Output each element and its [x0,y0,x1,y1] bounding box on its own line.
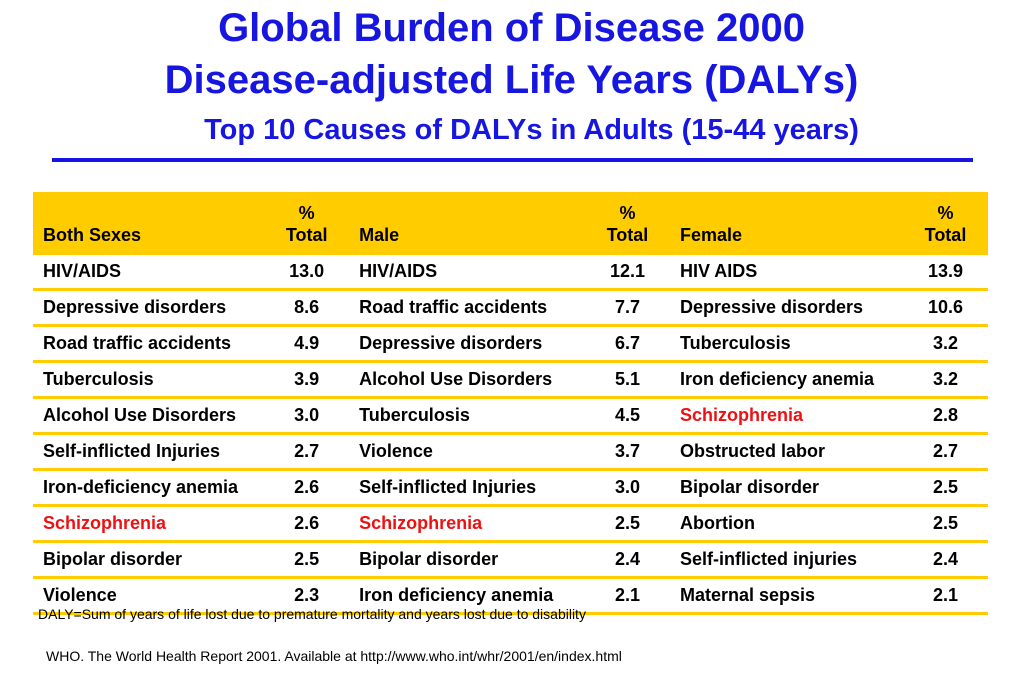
cell-female-pct: 2.1 [902,577,988,615]
cell-male-cause: Self-inflicted Injuries [349,469,585,507]
header-male-pct: % Total [584,192,670,254]
table-row: Self-inflicted Injuries 2.7 Violence 3.7 Obs… [33,433,988,471]
title-line-1: Global Burden of Disease 2000 [218,6,805,50]
cell-female-cause: Obstructed labor [669,433,903,471]
cell-female-cause: Tuberculosis [669,325,903,363]
footnote: DALY=Sum of years of life lost due to pr… [38,606,586,622]
cell-female-cause: Abortion [669,505,903,543]
cell-female-pct: 2.5 [902,469,988,507]
cell-male-pct: 5.1 [584,361,670,399]
cell-female-pct: 2.4 [902,541,988,579]
cell-both-cause: Tuberculosis [33,361,265,399]
cell-both-cause: Schizophrenia [33,505,265,543]
table-row: Depressive disorders 8.6 Road traffic acci… [33,289,988,327]
cell-male-cause: Tuberculosis [349,397,585,435]
cell-both-cause: Depressive disorders [33,289,265,327]
cell-both-pct: 8.6 [264,289,350,327]
header-both-sexes: Both Sexes [33,192,265,254]
cell-female-pct: 13.9 [902,252,988,291]
cell-female-cause: HIV AIDS [669,252,903,291]
cell-male-pct: 2.5 [584,505,670,543]
cell-male-pct: 2.4 [584,541,670,579]
cell-male-cause: HIV/AIDS [349,252,585,291]
cell-both-pct: 2.5 [264,541,350,579]
cell-male-pct: 6.7 [584,325,670,363]
cell-male-pct: 7.7 [584,289,670,327]
cell-male-pct: 3.0 [584,469,670,507]
table-header-row: Both Sexes % Total Male % Total Female % To… [33,192,988,254]
dalys-table: Both Sexes % Total Male % Total Female % To… [33,192,988,615]
cell-both-pct: 2.3 [264,577,350,615]
cell-male-cause: Iron deficiency anemia [349,577,585,615]
cell-both-cause: Alcohol Use Disorders [33,397,265,435]
cell-male-cause: Alcohol Use Disorders [349,361,585,399]
cell-both-pct: 3.0 [264,397,350,435]
cell-female-pct: 3.2 [902,361,988,399]
title-line-2: Disease-adjusted Life Years (DALYs) [164,58,859,102]
cell-male-cause: Bipolar disorder [349,541,585,579]
cell-both-pct: 2.6 [264,505,350,543]
cell-both-pct: 13.0 [264,252,350,291]
table-row: HIV/AIDS 13.0 HIV/AIDS 12.1 HIV AIDS 13.9 [33,252,988,291]
cell-male-cause: Depressive disorders [349,325,585,363]
cell-female-cause: Self-inflicted injuries [669,541,903,579]
table-row: Violence 2.3 Iron deficiency anemia 2.1 Mate… [33,577,988,615]
cell-female-cause: Bipolar disorder [669,469,903,507]
cell-female-pct: 3.2 [902,325,988,363]
cell-male-pct: 12.1 [584,252,670,291]
cell-male-pct: 4.5 [584,397,670,435]
header-male: Male [349,192,585,254]
cell-female-cause: Depressive disorders [669,289,903,327]
cell-both-cause: Road traffic accidents [33,325,265,363]
cell-female-pct: 2.5 [902,505,988,543]
cell-both-cause: HIV/AIDS [33,252,265,291]
table-row: Schizophrenia 2.6 Schizophrenia 2.5 Abortion… [33,505,988,543]
cell-male-pct: 2.1 [584,577,670,615]
cell-male-cause: Road traffic accidents [349,289,585,327]
cell-female-pct: 2.8 [902,397,988,435]
table-row: Tuberculosis 3.9 Alcohol Use Disorders 5.1 I… [33,361,988,399]
subtitle: Top 10 Causes of DALYs in Adults (15-44 … [204,114,859,146]
source-citation: WHO. The World Health Report 2001. Avail… [46,648,622,664]
table-row: Iron-deficiency anemia 2.6 Self-inflicted … [33,469,988,507]
cell-female-pct: 10.6 [902,289,988,327]
header-both-pct: % Total [264,192,350,254]
cell-both-pct: 4.9 [264,325,350,363]
cell-female-pct: 2.7 [902,433,988,471]
cell-both-pct: 2.6 [264,469,350,507]
cell-male-cause: Schizophrenia [349,505,585,543]
title-divider [52,158,973,162]
header-female-pct: % Total [902,192,988,254]
cell-both-pct: 2.7 [264,433,350,471]
cell-male-pct: 3.7 [584,433,670,471]
table-body: HIV/AIDS 13.0 HIV/AIDS 12.1 HIV AIDS 13.9 Depr… [33,252,988,615]
cell-both-pct: 3.9 [264,361,350,399]
cell-male-cause: Violence [349,433,585,471]
cell-both-cause: Iron-deficiency anemia [33,469,265,507]
header-female: Female [669,192,903,254]
cell-both-cause: Violence [33,577,265,615]
cell-female-cause: Maternal sepsis [669,577,903,615]
cell-female-cause: Iron deficiency anemia [669,361,903,399]
table-row: Bipolar disorder 2.5 Bipolar disorder 2.4 Se… [33,541,988,579]
cell-both-cause: Self-inflicted Injuries [33,433,265,471]
cell-female-cause: Schizophrenia [669,397,903,435]
table-row: Road traffic accidents 4.9 Depressive diso… [33,325,988,363]
table-row: Alcohol Use Disorders 3.0 Tuberculosis 4.5 S… [33,397,988,435]
cell-both-cause: Bipolar disorder [33,541,265,579]
